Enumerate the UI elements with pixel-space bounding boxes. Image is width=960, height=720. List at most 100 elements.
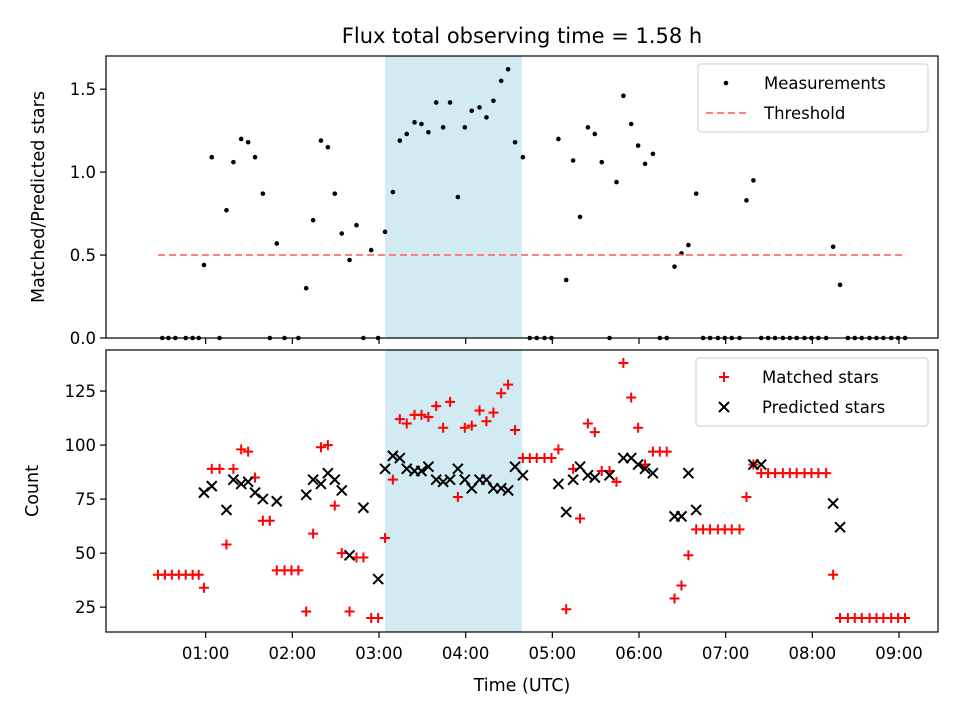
measurement-point [751, 178, 756, 183]
matched-star-point [466, 420, 477, 431]
measurement-point [245, 139, 251, 145]
y-tick-label: 100 [65, 436, 97, 455]
measurement-point [505, 66, 511, 72]
predicted-star-point [690, 504, 702, 516]
measurement-point [274, 241, 280, 246]
legend-swatch [718, 401, 730, 413]
predicted-star-point [603, 469, 616, 482]
y-tick-label: 1.0 [70, 163, 96, 182]
matched-star-point [358, 552, 369, 563]
measurement-point [484, 115, 489, 120]
matched-star-point [344, 606, 355, 617]
measurement-point [672, 264, 677, 269]
predicted-star-point [372, 573, 384, 585]
matched-star-point [387, 474, 398, 485]
measurement-point [686, 242, 691, 248]
legend-entries-top: Measurements Threshold [706, 74, 886, 123]
measurement-point [404, 131, 410, 137]
legend-swatch [719, 372, 729, 382]
predicted-star-point [459, 473, 471, 486]
matched-star-point [301, 606, 312, 617]
measurement-point [397, 138, 403, 143]
matched-star-point [503, 379, 514, 390]
measurement-point [744, 198, 749, 203]
predicted-star-point [639, 463, 651, 475]
measurement-point [635, 143, 641, 148]
matched-star-point [380, 533, 391, 543]
y-tick-label: 125 [65, 382, 97, 401]
measurement-point [455, 194, 461, 200]
highlight-span-top [385, 56, 522, 338]
matched-star-point [575, 513, 586, 524]
measurement-point [577, 214, 583, 220]
predicted-star-point [755, 458, 767, 471]
predicted-star-point [379, 463, 391, 475]
matched-star-point [198, 582, 209, 593]
predicted-star-point [227, 473, 240, 486]
measurement-point [585, 125, 591, 130]
y-axis-top: 0.0 0.5 1.0 1.5 [70, 80, 106, 348]
measurement-point [650, 151, 656, 157]
measurement-point [592, 131, 598, 137]
predicted-star-point [444, 473, 456, 486]
matched-star-point [561, 604, 572, 615]
measurement-point [260, 191, 266, 196]
predicted-star-point [357, 502, 370, 514]
measurement-point [209, 154, 215, 160]
x-tick-label: 05:00 [529, 644, 577, 663]
predicted-star-point [647, 467, 659, 479]
x-tick-label: 01:00 [182, 644, 230, 663]
matched-star-point [633, 422, 644, 433]
matched-star-point [315, 442, 326, 453]
measurement-point [599, 159, 605, 165]
count-plot-area [153, 357, 911, 623]
measurement-point [332, 191, 338, 196]
predicted-star-point [552, 478, 565, 490]
predicted-star-point [827, 497, 839, 510]
measurement-point [390, 189, 396, 195]
measurement-point [325, 144, 331, 150]
matched-star-point [510, 424, 521, 435]
measurement-point [614, 179, 619, 185]
predicted-star-point [315, 478, 327, 490]
predicted-star-point [495, 482, 507, 495]
matched-star-point [496, 388, 507, 399]
predicted-star-point [567, 473, 579, 486]
matched-star-point [546, 453, 557, 464]
measurement-point [419, 121, 424, 127]
predicted-star-point [675, 510, 688, 523]
matched-star-point [293, 565, 304, 576]
measurement-point [628, 121, 634, 127]
count-panel: 01:00 02:00 03:00 04:00 05:00 06:00 07:00 08:00… [23, 349, 939, 696]
matched-star-point [488, 407, 499, 418]
predicted-star-point [307, 473, 319, 486]
measurement-point [556, 136, 561, 142]
predicted-star-point [242, 476, 254, 488]
y-tick-label: 0.5 [70, 246, 96, 265]
legend-swatch [723, 80, 729, 86]
x-axis-label: Time (UTC) [473, 676, 571, 696]
x-tick-label: 03:00 [355, 644, 403, 663]
legend-top: Measurements Threshold [697, 63, 929, 133]
matched-star-point [214, 463, 225, 474]
x-tick-label: 06:00 [615, 644, 663, 663]
matched-star-point [568, 463, 579, 474]
matched-star-point [336, 548, 347, 559]
legend-label: Threshold [763, 104, 845, 123]
matched-star-point [193, 569, 204, 580]
matched-star-point [900, 612, 911, 623]
matched-star-point [373, 612, 384, 623]
matched-star-point [611, 476, 622, 487]
measurement-point [231, 159, 236, 165]
predicted-star-point [271, 495, 283, 507]
matched-star-point [481, 416, 492, 427]
y-axis-bottom: 25 50 75 100 125 [65, 382, 106, 617]
matched-star-point [553, 444, 564, 455]
predicted-star-point [682, 467, 695, 479]
measurement-point [433, 100, 439, 105]
x-axis-bottom: 01:00 02:00 03:00 04:00 05:00 06:00 07:00 08:00… [182, 632, 923, 663]
measurement-point [621, 93, 626, 99]
y-tick-label: 50 [75, 544, 96, 563]
legend-label: Matched stars [762, 368, 879, 387]
